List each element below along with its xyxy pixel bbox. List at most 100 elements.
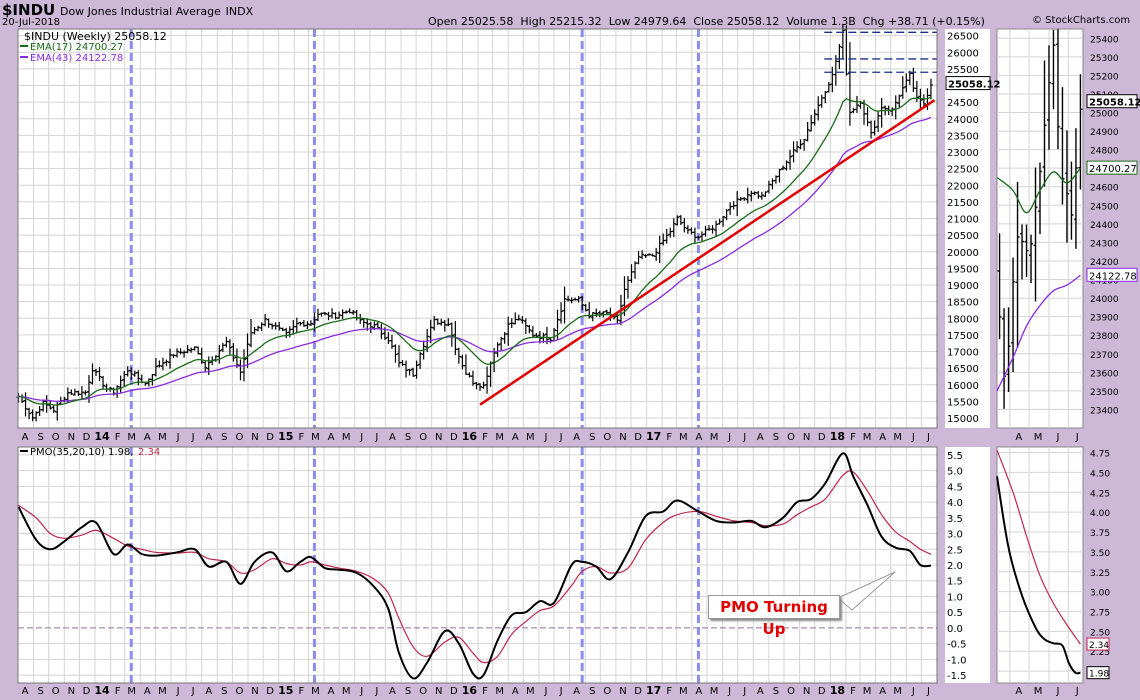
ohlc-bar — [812, 109, 817, 126]
ohlc-bar — [745, 187, 750, 204]
x-tick-label-pmo: M — [311, 686, 320, 697]
ohlc-bar — [294, 317, 299, 333]
inset-ohlc-bar — [1078, 74, 1083, 190]
ohlc-bar — [840, 23, 845, 59]
x-tick-label-pmo: M — [679, 686, 688, 697]
ohlc-bar — [523, 318, 528, 335]
inset-ohlc-bar — [1055, 29, 1060, 150]
pmo-y-tick-label: 2.0 — [947, 561, 963, 572]
ohlc-bar — [559, 302, 564, 324]
inset-signal-label: 2.34 — [1089, 641, 1109, 651]
inset-ohlc-bar — [1024, 224, 1029, 277]
symbol-name: Dow Jones Industrial Average — [59, 5, 221, 18]
x-tick-label-pmo: A — [573, 686, 580, 697]
ohlc-bar — [928, 78, 933, 100]
price-y-tick-label: 24500 — [947, 98, 979, 109]
x-tick-label-price: J — [543, 432, 547, 443]
price-y-tick-label: 21500 — [947, 198, 979, 209]
low-value: 24979.64 — [633, 15, 687, 28]
inset-ohlc-bar — [1042, 60, 1047, 187]
x-tick-label-pmo: A — [328, 686, 335, 697]
ohlc-bar — [562, 286, 567, 324]
ohlc-bar — [597, 310, 602, 318]
watermark: © StockCharts.com — [1032, 15, 1131, 26]
inset-pmo-y-tick-label: 4.25 — [1090, 489, 1110, 499]
x-tick-label-pmo: F — [850, 686, 856, 697]
ohlc-bar — [375, 321, 380, 330]
x-tick-label-price: A — [512, 432, 519, 443]
ohlc-bar — [879, 97, 884, 128]
current-price-label: 25058.12 — [948, 80, 1001, 91]
x-tick-label-pmo: S — [405, 686, 411, 697]
ohlc-bar — [393, 344, 398, 363]
inset-x-tick-label-price: J — [1056, 432, 1060, 443]
inset-ohlc-bar — [1029, 234, 1034, 284]
inset-ohlc-bar — [997, 233, 1002, 340]
pmo-y-tick-label: -0.5 — [947, 640, 967, 651]
ohlc-bar — [414, 360, 419, 379]
pmo-y-tick-label: 0.0 — [947, 624, 963, 635]
x-tick-label-price: S — [405, 432, 411, 443]
ohlc-bar — [724, 209, 729, 221]
inset-price-value-box — [1086, 94, 1138, 109]
inset-price-y-tick-label: 25300 — [1090, 54, 1119, 64]
ohlc-bar — [854, 95, 859, 113]
ohlc-bar — [344, 310, 349, 314]
inset-ema43-line — [996, 274, 1081, 392]
ema43-line — [18, 116, 932, 402]
ohlc-bar — [305, 321, 310, 330]
pmo-axis-bg — [945, 447, 990, 683]
ohlc-bar — [231, 343, 236, 362]
inset-price-y-tick-label: 24600 — [1090, 184, 1119, 194]
inset-price-value-box — [1086, 267, 1138, 282]
inset-ohlc-bar — [1073, 128, 1078, 249]
pmo-signal-legend-label: 2.34 — [138, 447, 160, 458]
x-tick-label-pmo: A — [512, 686, 519, 697]
ohlc-bar — [795, 141, 800, 153]
x-tick-label-price: A — [144, 432, 151, 443]
ohlc-bar — [256, 325, 261, 332]
ohlc-bar — [576, 295, 581, 303]
inset-price-y-tick-label: 25400 — [1090, 35, 1119, 45]
inset-pmo-y-tick-label: 3.50 — [1090, 549, 1110, 559]
ohlc-bar — [759, 191, 764, 200]
inset-price-y-tick-label: 24900 — [1090, 128, 1119, 138]
ohlc-bar — [756, 190, 761, 199]
ohlc-bar — [735, 191, 740, 217]
inset-ohlc-bar — [1069, 161, 1074, 240]
x-tick-label-price: A — [328, 432, 335, 443]
inset-price-y-tick-label: 24800 — [1090, 147, 1119, 157]
inset-ohlc-bar — [1064, 130, 1069, 243]
x-tick-label-pmo: M — [710, 686, 719, 697]
volume-label: Volume — [786, 15, 828, 28]
x-tick-label-pmo: M — [158, 686, 167, 697]
ohlc-bar — [847, 42, 852, 126]
price-y-tick-label: 22000 — [947, 181, 979, 192]
x-tick-label-price: M — [679, 432, 688, 443]
x-tick-label-pmo: S — [773, 686, 779, 697]
open-label: Open — [428, 15, 458, 28]
x-tick-label-price: M — [127, 432, 136, 443]
x-tick-label-price: D — [450, 432, 458, 443]
inset-price-y-tick-label: 24500 — [1090, 202, 1119, 212]
ohlc-summary: Open 25025.58 High 25215.32 Low 24979.64… — [428, 15, 985, 28]
price-y-tick-label: 18500 — [947, 298, 979, 309]
ohlc-bar — [407, 368, 412, 376]
x-tick-label-pmo: J — [742, 686, 746, 697]
x-tick-label-pmo: F — [666, 686, 672, 697]
ohlc-bar — [34, 411, 39, 422]
x-tick-label-price: S — [37, 432, 43, 443]
ohlc-bar — [826, 82, 831, 93]
inset-ema17-label: 24700.27 — [1089, 164, 1137, 175]
x-tick-label-price: J — [374, 432, 378, 443]
x-tick-label-pmo: 14 — [94, 684, 110, 697]
x-tick-label-price: F — [115, 432, 121, 443]
ohlc-bar — [777, 168, 782, 183]
x-tick-label-pmo: M — [342, 686, 351, 697]
pmo-y-tick-label: 3.0 — [947, 530, 963, 541]
inset-pmo-y-tick-label: 4.75 — [1090, 450, 1110, 460]
ohlc-bar — [495, 342, 500, 358]
inset-x-tick-label-pmo: J — [1075, 686, 1079, 697]
price-y-tick-label: 15000 — [947, 414, 979, 425]
ohlc-bar — [534, 333, 539, 338]
